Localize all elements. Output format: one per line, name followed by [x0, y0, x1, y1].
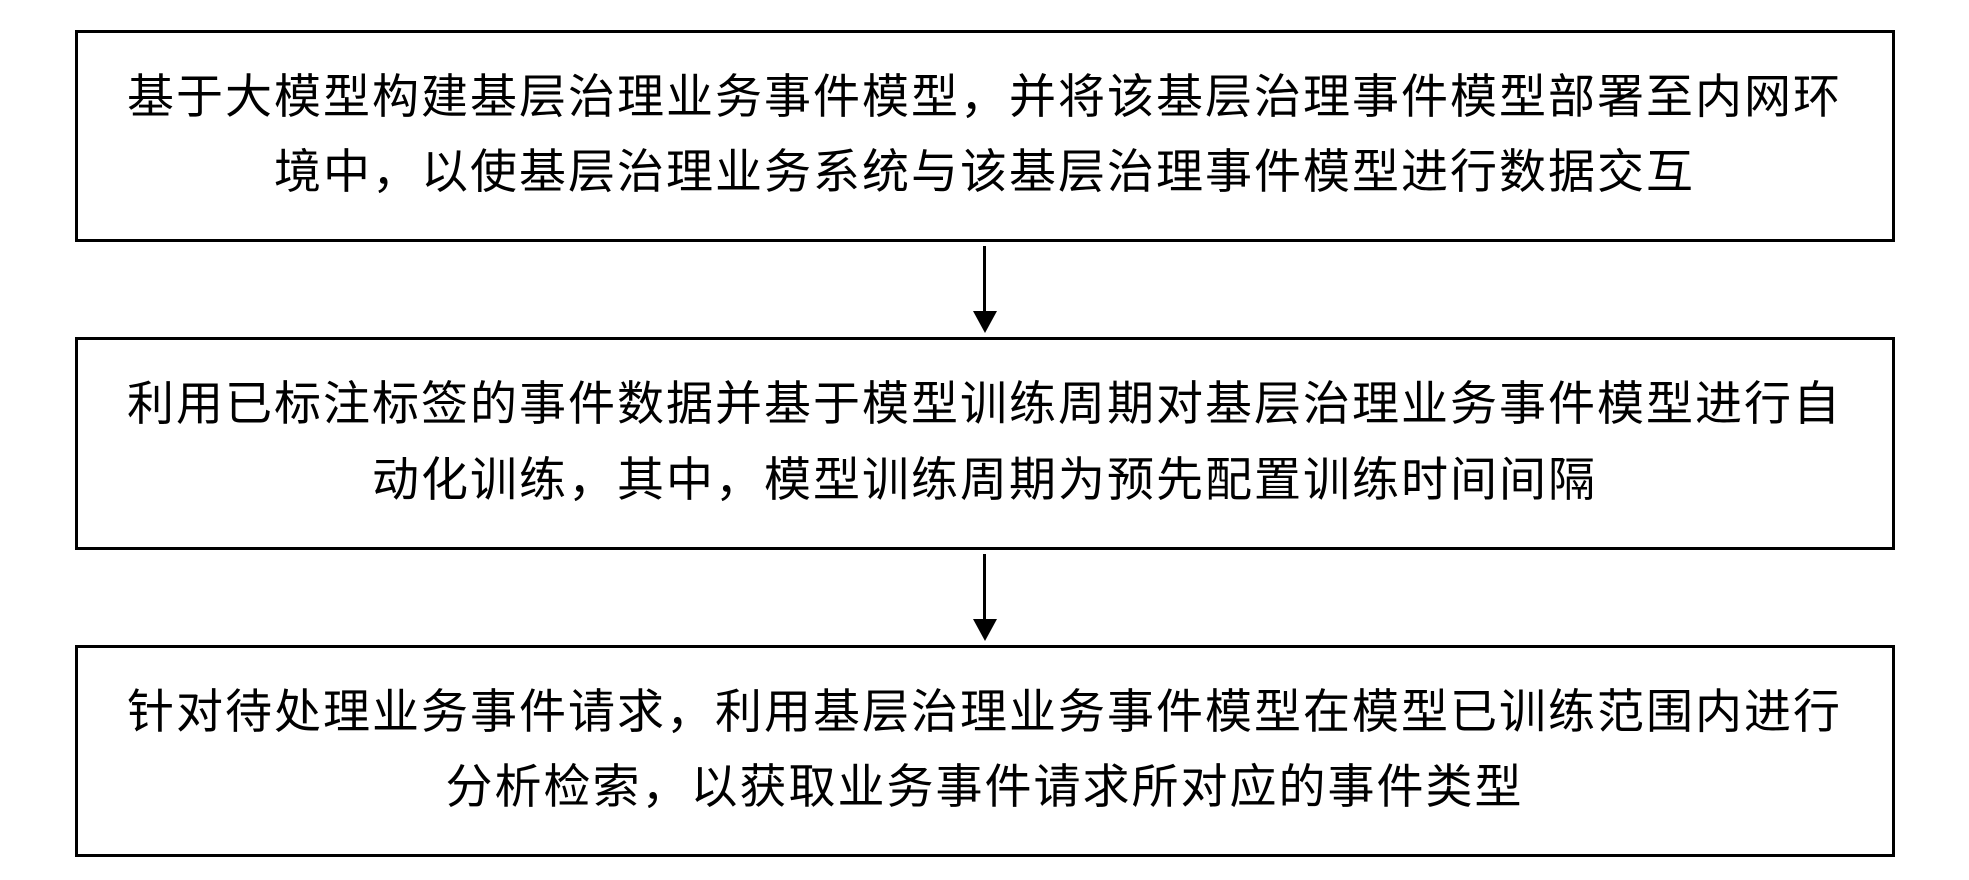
arrow-head-icon [973, 619, 997, 641]
arrow-2-to-3 [973, 550, 997, 645]
arrow-1-to-2 [973, 242, 997, 337]
arrow-head-icon [973, 311, 997, 333]
flowchart-step-2: 利用已标注标签的事件数据并基于模型训练周期对基层治理业务事件模型进行自动化训练，… [75, 337, 1895, 549]
step-1-text: 基于大模型构建基层治理业务事件模型，并将该基层治理事件模型部署至内网环境中，以使… [118, 61, 1852, 211]
flowchart-step-3: 针对待处理业务事件请求，利用基层治理业务事件模型在模型已训练范围内进行分析检索，… [75, 645, 1895, 857]
step-3-text: 针对待处理业务事件请求，利用基层治理业务事件模型在模型已训练范围内进行分析检索，… [118, 676, 1852, 826]
step-2-text: 利用已标注标签的事件数据并基于模型训练周期对基层治理业务事件模型进行自动化训练，… [118, 368, 1852, 518]
arrow-line [983, 554, 986, 619]
arrow-line [983, 246, 986, 311]
flowchart-step-1: 基于大模型构建基层治理业务事件模型，并将该基层治理事件模型部署至内网环境中，以使… [75, 30, 1895, 242]
